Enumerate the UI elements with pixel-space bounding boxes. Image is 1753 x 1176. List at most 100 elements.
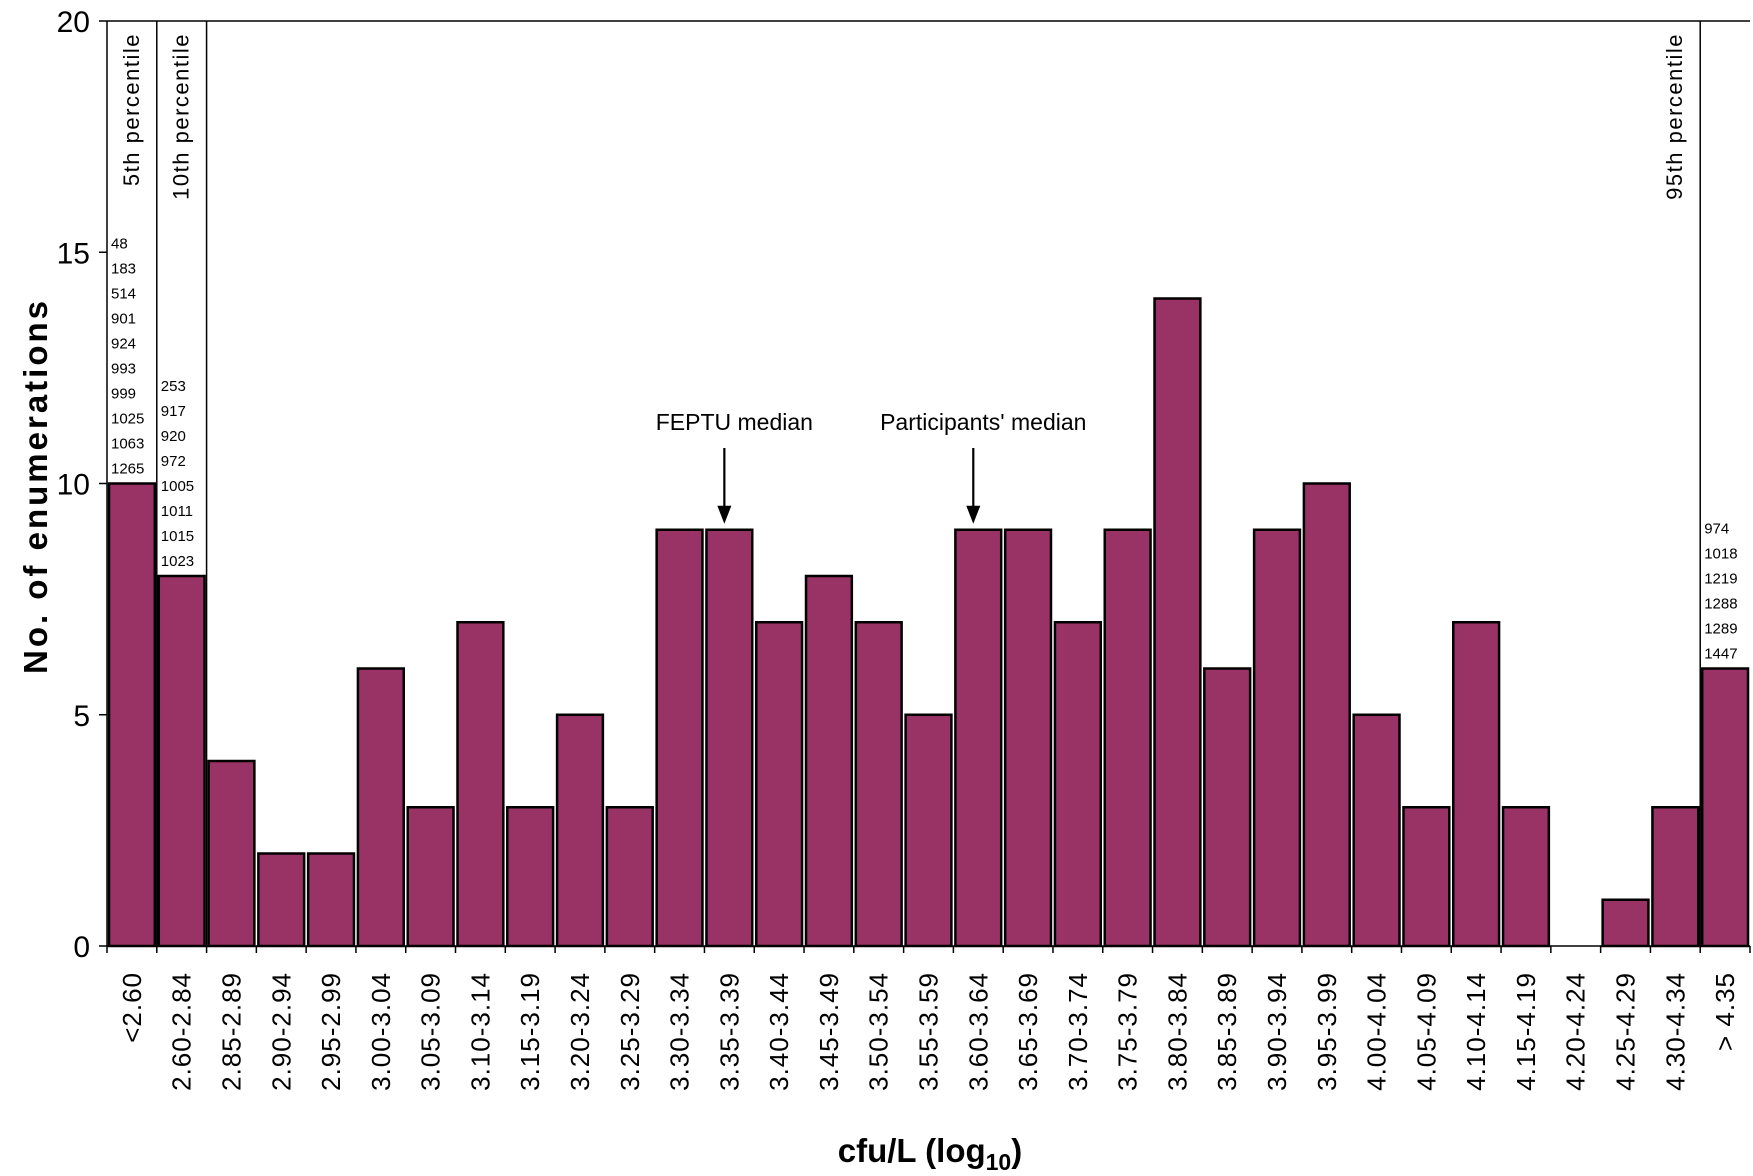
bar-id-label: 1023 (161, 553, 194, 570)
bar-id-label: 1015 (161, 528, 194, 545)
x-tick-label-2: 2.60-2.84 (167, 972, 197, 1091)
x-tick-label-7: 3.05-3.09 (416, 972, 446, 1091)
bar-id-label: 972 (161, 453, 186, 470)
x-tick-label-8: 3.10-3.14 (465, 972, 495, 1091)
bar-id-label: 1289 (1704, 621, 1737, 638)
x-tick-label-15: 3.45-3.49 (814, 972, 844, 1091)
y-axis-label: No. of enumerations (17, 298, 54, 674)
bar-6 (356, 667, 405, 948)
annotation-arrow-head-2 (966, 505, 981, 524)
x-axis-label: cfu/L (log10) (838, 1132, 1022, 1175)
bar-id-label: 1063 (111, 436, 144, 453)
y-tick-label-3: 15 (57, 237, 90, 270)
x-tick-label-27: 4.05-4.09 (1411, 972, 1441, 1091)
bar-id-label: 1288 (1704, 596, 1737, 613)
bar-5 (306, 852, 356, 948)
x-tick-label-25: 3.95-3.99 (1312, 972, 1342, 1091)
bar-id-label: 1265 (111, 461, 144, 478)
bar-id-label: 183 (111, 261, 136, 278)
bar-7 (406, 806, 455, 948)
bar-13 (705, 528, 754, 948)
bar-8 (456, 621, 505, 948)
bar-id-label: 253 (161, 378, 186, 395)
bars-group (107, 297, 1750, 948)
x-tick-label-16: 3.50-3.54 (864, 972, 894, 1091)
x-tick-label-14: 3.40-3.44 (764, 972, 794, 1091)
bar-id-label: 1005 (161, 478, 194, 495)
bar-27 (1402, 806, 1451, 948)
bar-24 (1252, 528, 1302, 948)
y-tick-label-2: 10 (57, 469, 90, 502)
x-tick-label-10: 3.20-3.24 (565, 972, 595, 1091)
overlays-group: 5th percentile 10th percentile 95th percen… (111, 21, 1738, 946)
x-tick-label-12: 3.30-3.34 (665, 972, 695, 1091)
bar-3 (207, 759, 256, 948)
x-tick-label-28: 4.10-4.14 (1461, 972, 1491, 1091)
x-tick-label-4: 2.90-2.94 (266, 972, 296, 1091)
bar-19 (1003, 528, 1053, 948)
percentile-label-2: 10th percentile (169, 33, 194, 200)
x-tick-label-32: 4.30-4.34 (1660, 972, 1690, 1091)
x-axis-label-main: cfu/L (log (838, 1132, 986, 1169)
bar-id-label: 920 (161, 428, 186, 445)
y-tick-label-0: 0 (73, 931, 90, 964)
annotation-label-1: FEPTU median (656, 409, 813, 435)
bar-id-label: 1018 (1704, 546, 1737, 563)
x-tick-label-30: 4.20-4.24 (1561, 972, 1591, 1091)
bar-29 (1501, 806, 1551, 948)
bar-23 (1203, 667, 1252, 948)
x-axis-label-subscript: 10 (986, 1149, 1012, 1175)
annotation-label-2: Participants' median (880, 409, 1086, 435)
percentile-label-1: 5th percentile (119, 33, 144, 186)
x-tick-label-21: 3.75-3.79 (1113, 972, 1143, 1091)
x-tick-label-5: 2.95-2.99 (316, 972, 346, 1091)
bar-33 (1700, 667, 1750, 948)
x-tick-label-17: 3.55-3.59 (914, 972, 944, 1091)
y-tick-label-4: 20 (57, 6, 90, 39)
bar-28 (1452, 621, 1501, 948)
bar-id-label: 48 (111, 236, 128, 253)
y-tick-label-1: 5 (73, 700, 90, 733)
bar-id-label: 974 (1704, 521, 1729, 538)
bar-id-label: 1011 (161, 503, 193, 520)
bar-2 (157, 574, 206, 948)
bar-20 (1053, 621, 1103, 948)
bar-id-label: 1025 (111, 411, 144, 428)
bar-26 (1352, 713, 1401, 948)
bar-21 (1103, 528, 1152, 948)
bar-25 (1302, 482, 1351, 948)
x-tick-label-13: 3.35-3.39 (714, 972, 744, 1091)
x-tick-label-31: 4.25-4.29 (1611, 972, 1641, 1091)
percentile-label-3: 95th percentile (1662, 33, 1687, 200)
bar-31 (1601, 898, 1650, 948)
bar-12 (655, 528, 704, 948)
bar-32 (1651, 806, 1700, 948)
bar-16 (854, 621, 903, 948)
x-tick-label-11: 3.25-3.29 (615, 972, 645, 1091)
bar-id-label: 1219 (1704, 571, 1737, 588)
bar-9 (506, 806, 555, 948)
bar-1 (107, 482, 157, 948)
x-tick-label-24: 3.90-3.94 (1262, 972, 1292, 1091)
x-tick-label-18: 3.60-3.64 (963, 972, 993, 1091)
x-tick-label-3: 2.85-2.89 (216, 972, 246, 1091)
x-tick-label-9: 3.15-3.19 (515, 972, 545, 1091)
x-tick-label-26: 4.00-4.04 (1362, 972, 1392, 1091)
x-tick-label-22: 3.80-3.84 (1162, 972, 1192, 1091)
x-axis-label-suffix: ) (1011, 1132, 1022, 1169)
x-tick-label-6: 3.00-3.04 (366, 972, 396, 1091)
x-tick-label-1: <2.60 (117, 972, 147, 1043)
x-tick-label-33: > 4.35 (1710, 972, 1740, 1051)
bar-4 (257, 852, 306, 948)
x-tick-label-23: 3.85-3.89 (1212, 972, 1242, 1091)
x-tick-label-29: 4.15-4.19 (1511, 972, 1541, 1091)
x-tick-label-19: 3.65-3.69 (1013, 972, 1043, 1091)
bar-15 (804, 574, 854, 948)
bar-id-label: 514 (111, 286, 136, 303)
bar-id-label: 999 (111, 386, 136, 403)
bar-id-label: 1447 (1704, 646, 1737, 663)
bar-17 (904, 713, 953, 948)
annotation-arrow-head-1 (717, 505, 732, 524)
